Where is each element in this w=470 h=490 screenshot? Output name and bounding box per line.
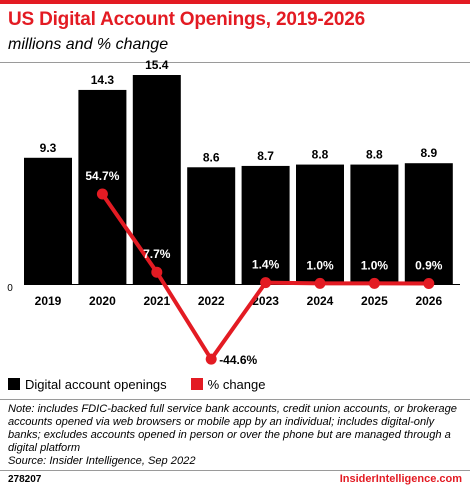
bar-value-label-2021: 15.4 [145,58,169,72]
point-change-2025 [368,277,380,289]
top-accent-rule [0,0,470,4]
chart-id: 278207 [8,474,42,485]
bar-2025 [350,164,399,284]
x-tick-label-2026: 2026 [415,294,442,308]
line-value-label-2023: 1.4% [252,258,280,272]
chart-legend: Digital account openings % change [8,375,289,393]
legend-swatch-change [190,378,203,390]
source-line: Source: Insider Intelligence, Sep 2022 [8,455,196,467]
point-change-2023 [260,277,272,289]
line-value-label-2022: -44.6% [219,353,257,367]
point-change-2021 [151,266,163,278]
line-value-label-2021: 7.7% [143,247,171,261]
bar-value-label-2020: 14.3 [91,73,115,87]
x-tick-label-2025: 2025 [361,294,388,308]
x-tick-label-2023: 2023 [252,294,279,308]
x-tick-label-2019: 2019 [35,294,62,308]
bar-value-label-2025: 8.8 [366,148,383,162]
line-value-label-2020: 54.7% [85,169,119,183]
bar-2019 [24,157,72,284]
footnote: Note: includes FDIC-backed full service … [8,403,457,454]
chart-subtitle: millions and % change [8,36,169,53]
brand-link[interactable]: InsiderIntelligence.com [339,473,462,485]
point-change-2022 [205,353,217,365]
point-change-2024 [314,277,326,289]
line-value-label-2025: 1.0% [361,258,389,272]
line-value-label-2026: 0.9% [415,259,443,273]
y-axis-zero-label: 0 [7,283,13,294]
bar-value-label-2024: 8.8 [312,148,329,162]
bar-2024 [296,164,344,284]
point-change-2026 [423,278,435,290]
footer-divider [0,399,470,400]
x-tick-label-2020: 2020 [89,294,116,308]
chart-title: US Digital Account Openings, 2019-2026 [8,9,366,30]
legend-label-openings: Digital account openings [25,376,167,392]
bar-value-label-2022: 8.6 [203,150,220,164]
bottom-divider [0,470,470,471]
bar-value-label-2019: 9.3 [40,141,57,155]
x-tick-label-2021: 2021 [143,294,170,308]
x-tick-label-2024: 2024 [307,294,334,308]
legend-item-openings: Digital account openings [8,377,167,392]
bar-value-label-2023: 8.7 [257,149,274,163]
legend-item-change: % change [190,376,266,392]
bar-2023 [241,165,290,284]
line-value-label-2024: 1.0% [306,258,334,272]
legend-label-change: % change [207,376,266,392]
bar-value-label-2026: 8.9 [420,146,437,160]
legend-swatch-openings [8,378,20,390]
x-tick-label-2022: 2022 [198,294,225,308]
bar-2026 [404,163,453,284]
header-divider [0,62,470,63]
bar-2022 [187,167,236,284]
bar-2020 [78,89,127,284]
point-change-2020 [96,188,108,200]
